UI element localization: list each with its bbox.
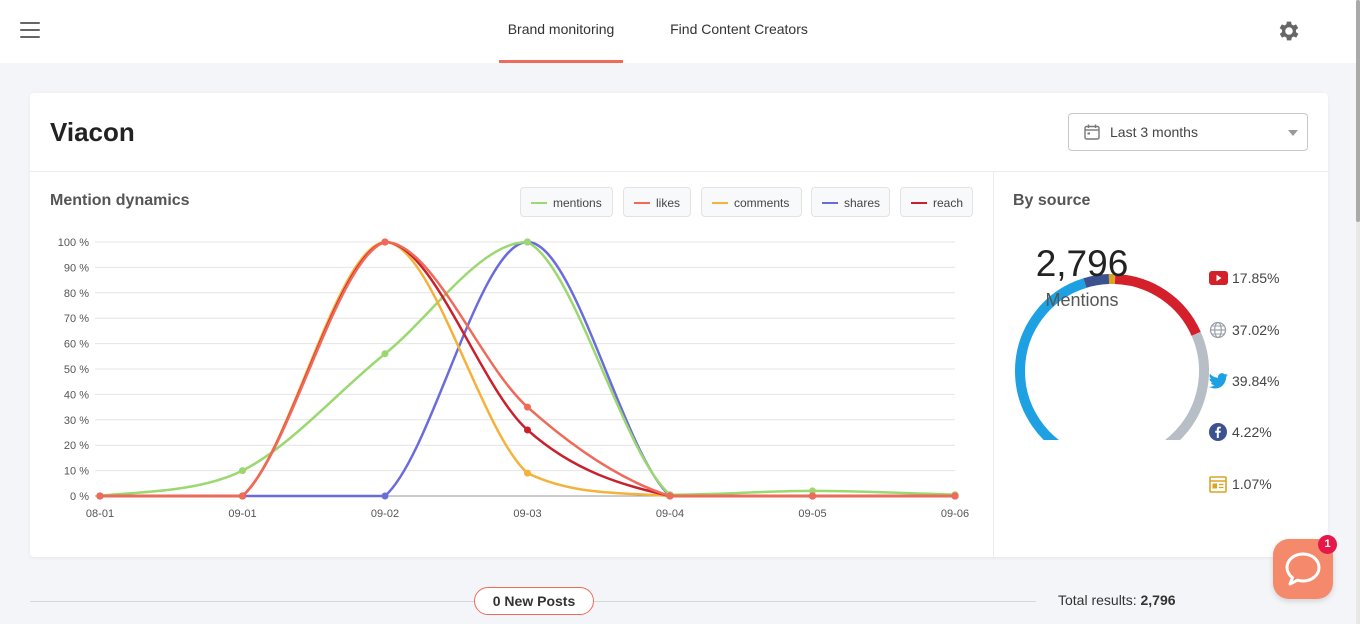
legend-label: reach	[933, 196, 964, 210]
gear-icon[interactable]	[1276, 18, 1302, 44]
data-point-reach[interactable]	[524, 426, 531, 434]
chevron-down-icon	[1288, 130, 1298, 136]
source-pct: 39.84%	[1232, 373, 1280, 389]
legend-label: mentions	[553, 196, 602, 210]
brand-title: Viacon	[50, 117, 135, 147]
date-range-select[interactable]: Last 3 months	[1068, 113, 1308, 151]
legend-reach[interactable]: reach	[900, 187, 973, 217]
top-bar: Brand monitoring Find Content Creators	[0, 0, 1360, 63]
donut-slice-web-globe[interactable]	[1081, 331, 1209, 440]
y-tick-label: 60 %	[64, 339, 89, 351]
legend-likes[interactable]: likes	[623, 187, 691, 217]
x-tick-label: 08-01	[86, 508, 114, 520]
x-tick-label: 09-02	[371, 508, 399, 520]
legend-label: likes	[656, 196, 681, 210]
new-posts-button[interactable]: 0 New Posts	[474, 587, 594, 615]
legend-label: shares	[844, 196, 881, 210]
series-line-likes	[100, 240, 955, 498]
mention-dynamics-chart: 0 % 10 % 20 % 30 % 40 % 50 % 60 % 70 % 80 % 90 % 1…	[58, 237, 969, 520]
youtube-icon	[1209, 271, 1228, 285]
data-point-shares[interactable]	[381, 492, 389, 500]
chat-bubble-icon	[1285, 552, 1321, 586]
mentions-total-label: Mentions	[1045, 290, 1119, 310]
legend-comments[interactable]: comments	[701, 187, 802, 217]
data-point-mentions[interactable]	[239, 467, 246, 475]
panel-divider	[993, 172, 994, 557]
y-tick-label: 70 %	[64, 313, 89, 325]
y-tick-label: 0 %	[70, 491, 89, 503]
total-results-value: 2,796	[1140, 592, 1176, 608]
legend-swatch	[911, 202, 927, 204]
legend-mentions[interactable]: mentions	[520, 187, 613, 217]
data-point-likes[interactable]	[96, 492, 104, 500]
y-tick-label: 80 %	[64, 288, 89, 300]
brand-card: Viacon Last 3 months Mention dynamics me…	[30, 93, 1328, 557]
by-source-donut-chart	[1015, 274, 1209, 440]
source-pct: 1.07%	[1232, 476, 1272, 492]
date-range-label: Last 3 months	[1110, 124, 1198, 140]
facebook-icon	[1209, 423, 1227, 441]
x-tick-label: 09-04	[656, 508, 684, 520]
by-source-title: By source	[1013, 192, 1091, 209]
data-point-likes[interactable]	[524, 403, 531, 411]
data-point-mentions[interactable]	[809, 487, 816, 495]
legend-shares[interactable]: shares	[811, 187, 890, 217]
calendar-icon	[1084, 124, 1100, 140]
total-results: Total results: 2,796	[1058, 592, 1176, 608]
donut-slice-facebook[interactable]	[1083, 274, 1110, 288]
source-pct: 17.85%	[1232, 270, 1280, 286]
data-point-likes[interactable]	[239, 492, 246, 500]
legend-swatch	[712, 202, 728, 204]
y-tick-label: 90 %	[64, 262, 89, 274]
y-tick-label: 40 %	[64, 389, 89, 401]
donut-slice-youtube[interactable]	[1114, 274, 1201, 336]
x-tick-label: 09-01	[228, 508, 256, 520]
legend-swatch	[822, 202, 838, 204]
data-point-mentions[interactable]	[524, 238, 531, 246]
news-icon	[1209, 476, 1227, 493]
total-results-label: Total results:	[1058, 592, 1137, 608]
x-tick-label: 09-03	[513, 508, 541, 520]
web-globe-icon	[1209, 321, 1227, 339]
twitter-icon	[1209, 373, 1228, 389]
data-point-likes[interactable]	[951, 492, 959, 500]
page-scrollbar[interactable]	[1356, 0, 1360, 624]
x-tick-label: 09-06	[941, 508, 969, 520]
y-tick-label: 50 %	[64, 364, 89, 376]
data-point-likes[interactable]	[666, 492, 674, 500]
tab-brand-monitoring[interactable]: Brand monitoring	[499, 0, 623, 63]
mention-dynamics-title: Mention dynamics	[50, 192, 190, 209]
data-point-comments[interactable]	[524, 469, 531, 477]
x-tick-label: 09-05	[798, 508, 826, 520]
legend-label: comments	[734, 196, 790, 210]
mentions-total: 2,796	[1035, 243, 1129, 284]
data-point-likes[interactable]	[381, 238, 389, 246]
chat-notification-badge: 1	[1318, 535, 1337, 554]
source-pct: 37.02%	[1232, 322, 1280, 338]
header-divider	[30, 171, 1328, 172]
data-point-mentions[interactable]	[381, 350, 389, 358]
chat-button[interactable]	[1273, 539, 1333, 599]
source-pct: 4.22%	[1232, 424, 1272, 440]
data-point-likes[interactable]	[809, 492, 816, 500]
hamburger-menu-icon[interactable]	[20, 22, 40, 40]
y-tick-label: 20 %	[64, 440, 89, 452]
y-tick-label: 10 %	[64, 466, 89, 478]
legend-swatch	[531, 202, 547, 204]
y-tick-label: 30 %	[64, 415, 89, 427]
y-tick-label: 100 %	[58, 237, 89, 249]
legend-swatch	[634, 202, 650, 204]
tab-find-content-creators[interactable]: Find Content Creators	[670, 21, 808, 37]
donut-slice-twitter[interactable]	[1015, 278, 1087, 440]
scrollbar-thumb[interactable]	[1356, 0, 1360, 222]
